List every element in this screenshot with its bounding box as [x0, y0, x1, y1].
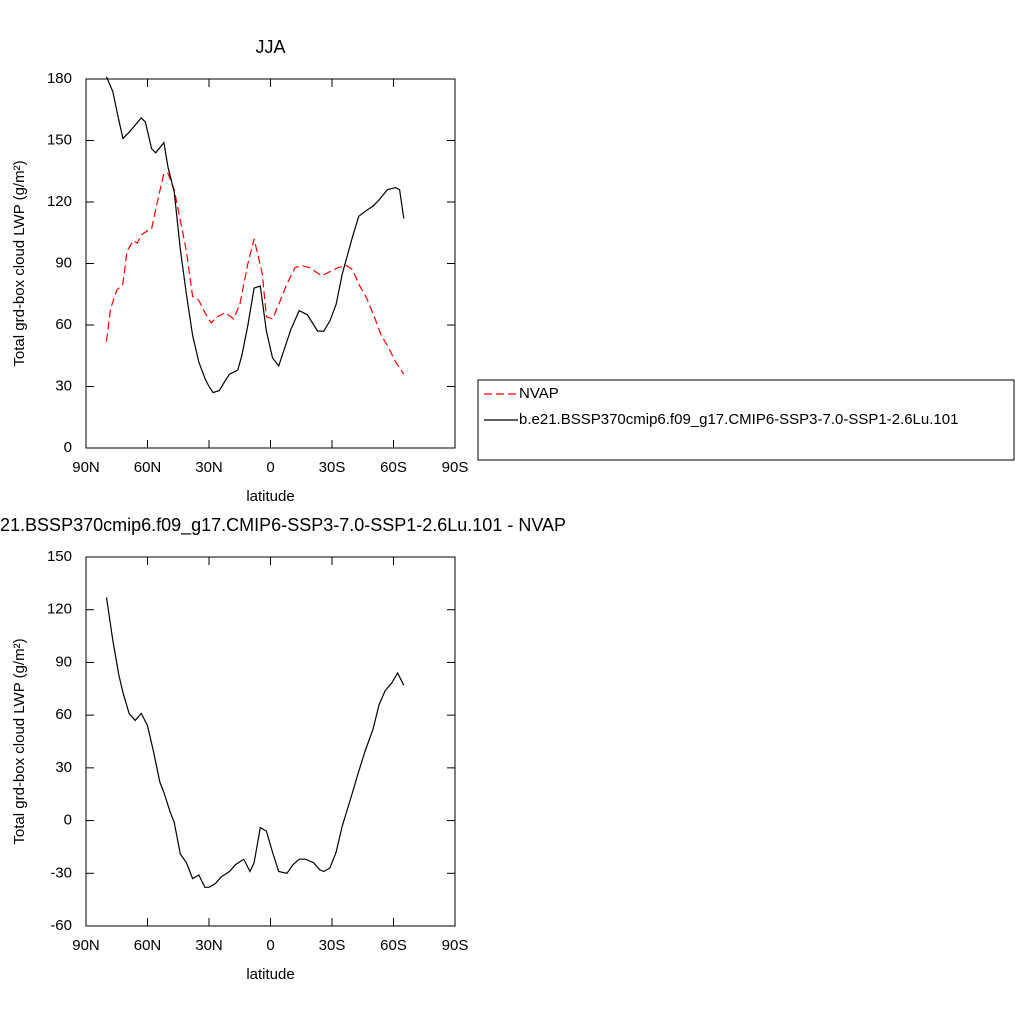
y-tick-label: 180: [47, 70, 72, 87]
y-axis-label: Total grd-box cloud LWP (g/m²): [11, 638, 28, 844]
y-tick-label: 30: [55, 377, 72, 394]
legend-box: [477, 379, 1015, 461]
x-tick-label: 60N: [134, 937, 162, 954]
x-tick-label: 0: [266, 937, 274, 954]
y-tick-label: 150: [47, 131, 72, 148]
x-tick-label: 30S: [319, 459, 346, 476]
y-tick-label: -60: [50, 917, 72, 934]
y-tick-label: 120: [47, 193, 72, 210]
y-tick-label: 30: [55, 759, 72, 776]
x-tick-label: 90N: [72, 937, 100, 954]
legend-label: b.e21.BSSP370cmip6.f09_g17.CMIP6-SSP3-7.…: [519, 411, 958, 428]
x-tick-label: 90N: [72, 459, 100, 476]
x-axis-label: latitude: [246, 966, 294, 983]
y-tick-label: 0: [64, 439, 72, 456]
y-tick-label: 0: [64, 812, 72, 829]
x-tick-label: 90S: [442, 937, 469, 954]
y-tick-label: 90: [55, 653, 72, 670]
chart-title: JJA: [255, 37, 285, 57]
x-tick-label: 0: [266, 459, 274, 476]
y-tick-label: 60: [55, 706, 72, 723]
data-line: [105, 76, 405, 394]
y-tick-label: 90: [55, 254, 72, 271]
y-tick-label: -30: [50, 864, 72, 881]
data-line: [105, 597, 405, 888]
y-tick-label: 60: [55, 316, 72, 333]
x-axis-label: latitude: [246, 488, 294, 505]
plot-frame: [85, 78, 456, 449]
chart-title: b.e21.BSSP370cmip6.f09_g17.CMIP6-SSP3-7.…: [0, 515, 566, 536]
x-tick-label: 60S: [380, 937, 407, 954]
x-tick-label: 60S: [380, 459, 407, 476]
x-tick-label: 60N: [134, 459, 162, 476]
x-tick-label: 90S: [442, 459, 469, 476]
legend-label: NVAP: [519, 385, 559, 402]
x-tick-label: 30N: [195, 459, 223, 476]
y-axis-label: Total grd-box cloud LWP (g/m²): [11, 160, 28, 366]
plot-frame: [85, 556, 456, 927]
x-tick-label: 30S: [319, 937, 346, 954]
data-line: [105, 172, 405, 375]
y-tick-label: 150: [47, 548, 72, 565]
x-tick-label: 30N: [195, 937, 223, 954]
y-tick-label: 120: [47, 601, 72, 618]
